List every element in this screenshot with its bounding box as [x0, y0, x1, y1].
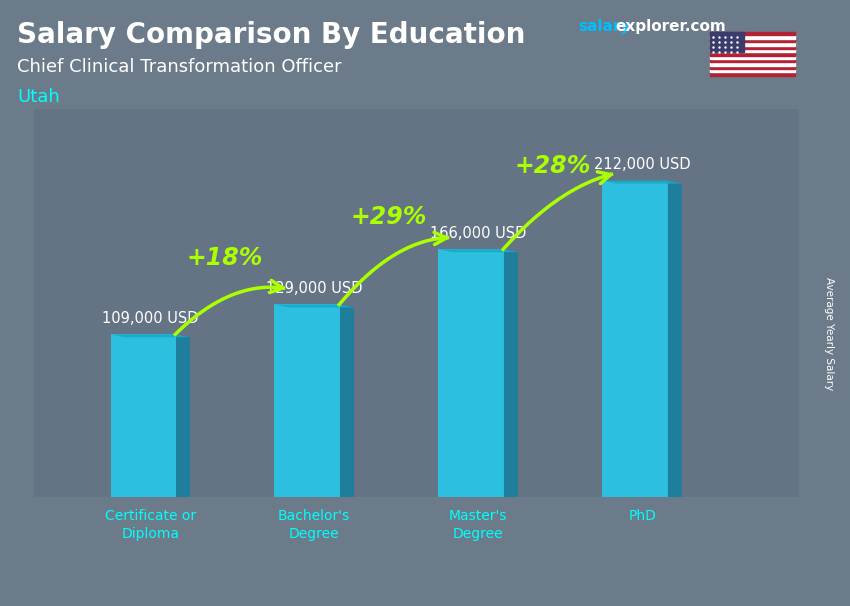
Text: +29%: +29%: [350, 205, 427, 229]
Text: 129,000 USD: 129,000 USD: [266, 281, 362, 296]
Bar: [710, 72, 795, 76]
Text: Master's
Degree: Master's Degree: [449, 508, 507, 541]
Bar: [710, 52, 795, 56]
Text: Bachelor's
Degree: Bachelor's Degree: [278, 508, 350, 541]
Text: Utah: Utah: [17, 88, 60, 106]
Bar: [710, 45, 795, 49]
Bar: [710, 69, 795, 72]
Polygon shape: [603, 181, 682, 184]
Text: 166,000 USD: 166,000 USD: [430, 226, 526, 241]
Polygon shape: [504, 249, 518, 500]
Text: Salary Comparison By Education: Salary Comparison By Education: [17, 21, 525, 49]
Text: salary: salary: [578, 19, 631, 35]
Bar: [710, 32, 795, 36]
Bar: [710, 62, 795, 65]
Bar: [710, 56, 795, 59]
Text: Chief Clinical Transformation Officer: Chief Clinical Transformation Officer: [17, 58, 342, 76]
Bar: [710, 65, 795, 69]
Polygon shape: [439, 249, 504, 497]
Text: PhD: PhD: [628, 508, 656, 522]
Text: explorer.com: explorer.com: [615, 19, 726, 35]
Polygon shape: [110, 335, 176, 497]
Text: Certificate or
Diploma: Certificate or Diploma: [105, 508, 196, 541]
Text: 212,000 USD: 212,000 USD: [594, 157, 690, 172]
Text: Average Yearly Salary: Average Yearly Salary: [824, 277, 834, 390]
Polygon shape: [439, 249, 518, 252]
Bar: [710, 59, 795, 62]
Polygon shape: [275, 304, 354, 307]
Text: +18%: +18%: [186, 246, 263, 270]
Polygon shape: [110, 335, 190, 337]
Polygon shape: [176, 335, 190, 500]
Bar: [710, 32, 744, 52]
Polygon shape: [340, 304, 354, 500]
Bar: [710, 36, 795, 39]
Text: +28%: +28%: [514, 153, 591, 178]
Bar: [710, 39, 795, 42]
Bar: [710, 49, 795, 52]
Polygon shape: [275, 304, 340, 497]
Bar: [710, 42, 795, 45]
Polygon shape: [668, 181, 682, 500]
Text: 109,000 USD: 109,000 USD: [102, 311, 199, 326]
Polygon shape: [603, 181, 668, 497]
